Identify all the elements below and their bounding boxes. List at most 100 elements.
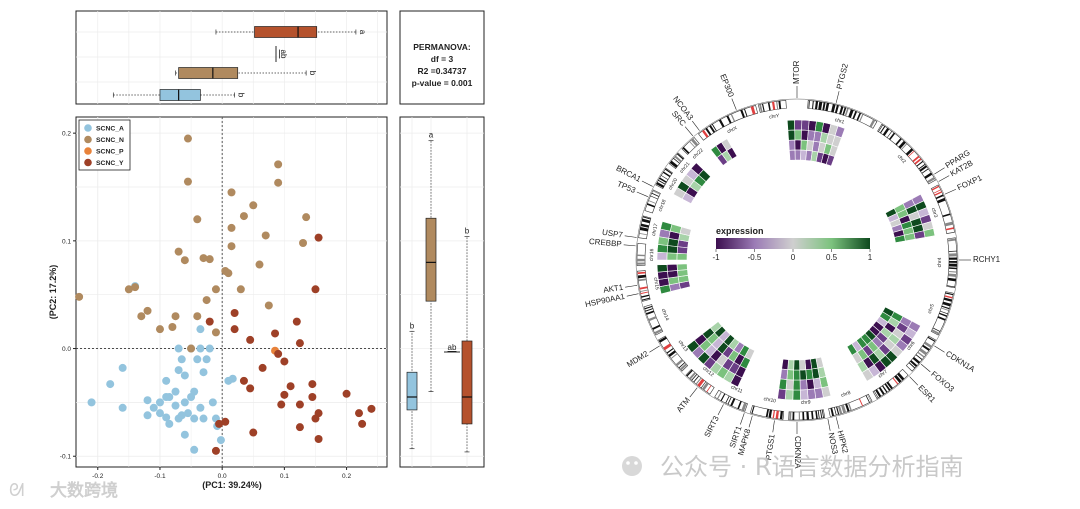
band <box>947 277 956 282</box>
gene-connector <box>623 244 636 247</box>
band <box>648 316 657 322</box>
point-scnc_n <box>183 177 192 186</box>
box-scnc_n <box>178 67 239 79</box>
point-scnc_a <box>183 409 192 418</box>
point-scnc_n <box>274 160 283 169</box>
band <box>892 377 899 385</box>
heatmap-cell <box>676 263 688 271</box>
point-scnc_y <box>221 417 230 426</box>
gene-connector <box>835 91 840 103</box>
heatmap-cell <box>792 389 801 401</box>
gene-label-foxp1: FOXP1 <box>956 173 984 192</box>
band <box>940 310 948 315</box>
point-scnc_a <box>174 344 183 353</box>
band <box>695 377 702 385</box>
heatmap-cell <box>679 226 692 236</box>
x-tick-label: 0.0 <box>218 473 227 480</box>
point-scnc_n <box>143 306 152 315</box>
band <box>678 362 686 369</box>
chromosome-label: chr22 <box>691 147 704 160</box>
band <box>709 125 716 133</box>
point-scnc_a <box>199 414 208 423</box>
y-tick-label: 0.1 <box>62 238 71 245</box>
gene-label-ep300: EP300 <box>718 73 736 99</box>
point-scnc_y <box>314 409 323 418</box>
heatmap-cell <box>788 139 796 151</box>
legend-label: SCNC_N <box>96 137 124 144</box>
scatter-tick-labels: -0.2 -0.1 0.0 0.1 0.2 -0.1 0.0 0.1 0.2 <box>60 131 352 480</box>
heatmap-cell <box>793 369 801 381</box>
y-axis-label: (PC2: 17.2%) <box>48 265 58 320</box>
gene-label-rchy1: RCHY1 <box>973 255 1001 264</box>
band <box>779 411 783 420</box>
point-scnc_a <box>208 398 217 407</box>
band <box>942 301 951 307</box>
heatmap-cell <box>785 379 794 391</box>
band <box>689 372 696 380</box>
band <box>847 402 852 411</box>
gene-label-ptgs2: PTGS2 <box>835 62 850 90</box>
band <box>675 359 684 367</box>
band <box>771 101 776 110</box>
scatter-points <box>75 134 376 455</box>
band <box>852 111 858 120</box>
legend-marker-scnc_n <box>84 135 92 144</box>
band <box>691 374 698 381</box>
band <box>652 324 661 330</box>
band <box>740 109 745 118</box>
band <box>646 203 655 208</box>
watermark-right-text: 公众号 · R语言数据分析指南 <box>660 453 964 481</box>
gene-connector <box>731 98 737 110</box>
band <box>897 372 905 381</box>
band <box>814 101 819 110</box>
point-scnc_n <box>193 312 202 321</box>
gene-connector <box>772 420 775 433</box>
point-scnc_y <box>205 317 214 326</box>
point-scnc_y <box>246 335 255 344</box>
point-scnc_n <box>227 223 236 232</box>
band <box>789 411 792 420</box>
band <box>948 257 957 260</box>
point-scnc_a <box>143 396 152 405</box>
group-letter: b <box>465 227 470 236</box>
circos-plot: chrY chr1 chr2 chr3 chr4 chr5 chr6 chr7 chr8 chr9… <box>584 60 1000 469</box>
point-scnc_a <box>118 403 127 412</box>
point-scnc_n <box>227 188 236 197</box>
gene-label-esr1: ESR1 <box>916 383 937 405</box>
point-scnc_y <box>355 409 364 418</box>
band <box>886 131 893 138</box>
band <box>676 153 684 160</box>
band <box>815 410 818 419</box>
point-scnc_a <box>165 393 174 401</box>
band <box>663 343 672 351</box>
band <box>669 160 678 168</box>
point-scnc_n <box>171 312 180 321</box>
point-scnc_a <box>180 430 189 439</box>
point-scnc_a <box>202 355 211 364</box>
band <box>750 106 756 115</box>
legend-label: SCNC_P <box>96 149 124 156</box>
gene-connector <box>692 120 700 131</box>
band <box>841 404 847 414</box>
point-scnc_n <box>227 242 236 251</box>
legend-marker-scnc_p <box>84 147 92 155</box>
point-scnc_n <box>187 344 196 353</box>
band <box>778 100 782 110</box>
heatmap-cell <box>794 149 802 161</box>
band <box>644 305 653 310</box>
point-scnc_a <box>199 368 208 377</box>
y-tick-label: 0.2 <box>62 131 71 138</box>
band <box>912 356 921 364</box>
heatmap-cell <box>804 358 813 370</box>
band <box>836 406 840 415</box>
band <box>656 181 665 188</box>
band <box>697 378 705 387</box>
band <box>915 354 923 360</box>
band <box>674 155 682 163</box>
gene-connector <box>626 293 639 297</box>
heatmap-cell <box>789 149 796 161</box>
point-scnc_y <box>367 404 376 413</box>
band <box>690 138 699 147</box>
point-scnc_y <box>308 380 317 389</box>
